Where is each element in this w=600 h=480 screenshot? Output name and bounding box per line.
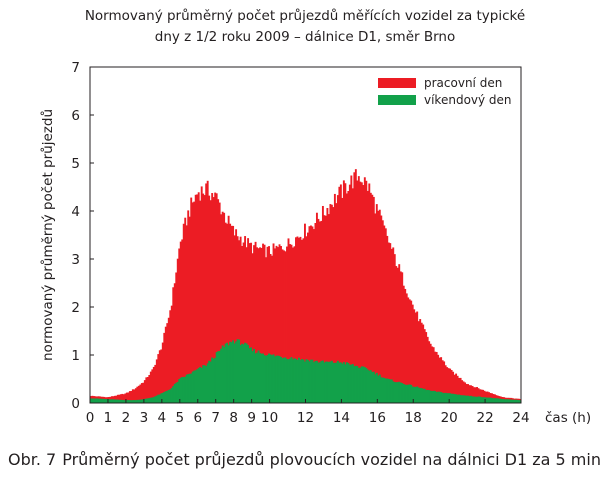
x-tick-label: 6 [193,410,202,426]
y-axis-label: normovaný průměrný počet průjezdů [40,109,56,361]
x-tick-label: 22 [476,410,493,426]
x-tick-label: 24 [512,410,529,426]
x-tick-label: 5 [175,410,184,426]
x-tick-label: 0 [86,410,95,426]
figure-caption-text: Průměrný počet průjezdů plovoucích vozid… [62,450,600,469]
x-axis-label: čas (h) [545,410,591,426]
x-tick-label: 20 [441,410,458,426]
y-tick-label: 4 [71,204,80,220]
x-tick-label: 2 [122,410,131,426]
legend: pracovní den víkendový den [378,76,512,107]
x-tick-label: 1 [104,410,113,426]
legend-label-vikendovy-den: víkendový den [424,93,512,107]
y-tick-label: 5 [71,156,80,172]
x-tick-label: 10 [261,410,278,426]
x-tick-label: 12 [297,410,314,426]
x-tick-label: 16 [369,410,386,426]
y-tick-label: 1 [71,348,80,364]
figure-caption: Obr. 7 Průměrný počet průjezdů plovoucích… [8,450,600,469]
x-tick-label: 9 [247,410,256,426]
figure-number: Obr. 7 [8,450,56,469]
x-tick-label: 14 [333,410,350,426]
y-tick-label: 3 [71,252,80,268]
x-tick-label: 3 [140,410,149,426]
legend-label-pracovni-den: pracovní den [424,76,502,90]
y-tick-label: 2 [71,300,80,316]
x-tick-label: 8 [229,410,238,426]
y-axis: 0 1 2 3 4 5 6 7 [71,60,94,412]
legend-swatch-vikendovy-den [378,95,416,105]
x-tick-label: 18 [405,410,422,426]
legend-swatch-pracovni-den [378,78,416,88]
y-tick-label: 6 [71,108,80,124]
y-tick-label: 0 [71,396,80,412]
chart: 01234567 0 1 2 3 4 5 6 7 8 9 10 12 14 16 18 20 22 24 čas … [0,0,600,440]
x-tick-label: 4 [158,410,167,426]
x-tick-label: 7 [211,410,220,426]
y-tick-label: 7 [71,60,80,76]
